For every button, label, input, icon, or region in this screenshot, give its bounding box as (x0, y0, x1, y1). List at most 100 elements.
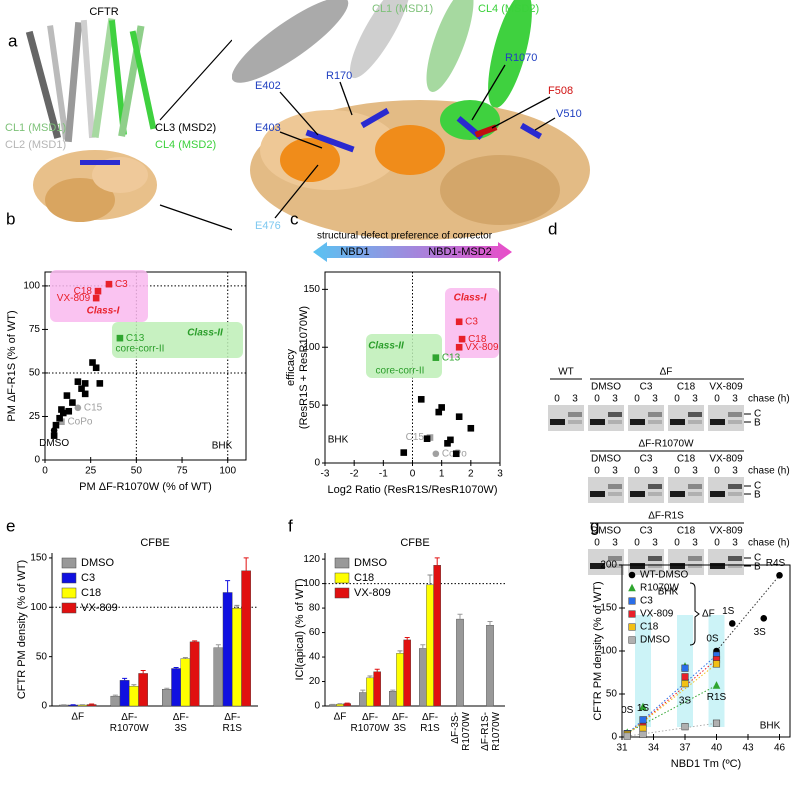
y-tick-label: 50 (309, 400, 321, 411)
legend-label: DMSO (354, 557, 387, 569)
point (81, 390, 89, 398)
trend-line (716, 575, 780, 652)
annotation: Class-II (368, 341, 404, 352)
gel-group: C3 (640, 454, 653, 465)
x-tick-label: 25 (85, 466, 97, 477)
error-bar (131, 684, 137, 687)
panel-label: g (590, 516, 599, 535)
bar (138, 673, 148, 707)
gel-blot (708, 549, 744, 575)
gel-group: DMSO (591, 382, 621, 393)
y-tick-label: 40 (309, 652, 321, 663)
legend-label: C3 (81, 572, 95, 584)
panel-label: b (6, 209, 15, 228)
legend-label: DMSO (640, 635, 670, 646)
x-tick-label: -3 (321, 469, 330, 480)
gel-band (608, 412, 622, 417)
y-tick-label: 100 (303, 578, 320, 589)
direction-arrow (313, 242, 512, 262)
gel-band-label: B (754, 562, 761, 573)
point (400, 449, 408, 456)
y-tick-label: 0 (611, 732, 617, 743)
y-tick-label: 50 (606, 689, 618, 700)
gel-band (710, 491, 725, 497)
legend-label: VX-809 (354, 587, 391, 599)
gel-group: VX-809 (709, 526, 743, 537)
point (455, 343, 463, 351)
error-bar (397, 650, 403, 654)
gel-time: 3 (692, 466, 698, 477)
gel-band (630, 491, 645, 497)
gel-time: 0 (714, 466, 720, 477)
x-tick-label: ΔF-3S (392, 712, 408, 734)
gel-band (670, 419, 685, 425)
error-bar (182, 657, 188, 659)
point (712, 681, 721, 689)
text-line: (ResR1S + ResR1070W) (298, 306, 310, 429)
point (438, 404, 445, 411)
error-bar (360, 689, 366, 693)
gel-time: 0 (594, 394, 600, 405)
legend-label: C18 (81, 587, 101, 599)
point (432, 450, 440, 458)
bar (171, 668, 181, 707)
gel-group: C18 (677, 382, 696, 393)
legend-label: C18 (640, 622, 659, 633)
chart-title: structural defect preference of correcto… (317, 231, 493, 242)
y-tick-label: 100 (303, 342, 320, 353)
gel-time: 3 (732, 538, 738, 549)
gel-band (608, 420, 622, 424)
y-tick-label: 0 (41, 701, 47, 712)
point (444, 440, 451, 447)
point (681, 673, 689, 681)
arrow-label: NBD1-MSD2 (428, 246, 492, 258)
point-label: C13 (126, 333, 145, 344)
zoom-label: V510 (556, 108, 582, 120)
point (417, 396, 425, 403)
gel-title: ΔF-R1S (648, 511, 684, 522)
annotation: Class-I (454, 293, 487, 304)
text-line: 3S (175, 723, 188, 734)
text-line: ΔF- (422, 712, 438, 723)
gel-time: 3 (692, 394, 698, 405)
y-tick-label: 150 (30, 553, 47, 564)
zoom-label: R1070 (505, 52, 537, 64)
gel-time-unit: chase (h) (748, 538, 790, 549)
gel-group: C3 (640, 526, 653, 537)
bar (456, 618, 464, 707)
gel-band (710, 563, 725, 569)
structure-label: CL1 (MSD1) (5, 122, 66, 134)
bar (329, 704, 337, 707)
gel-band (630, 563, 645, 569)
legend-label: C18 (354, 572, 374, 584)
x-tick-label: ΔF (71, 712, 84, 723)
gel-band-label: C (754, 481, 761, 492)
gel-time-unit: chase (h) (748, 466, 790, 477)
error-bar (367, 675, 373, 678)
bar (129, 686, 139, 707)
annotation: core-corr-II (116, 344, 165, 355)
text-line: R1S (223, 723, 243, 734)
arrow-label: NBD1 (340, 246, 369, 258)
point (81, 380, 89, 387)
legend-marker (628, 623, 636, 631)
gel-time: 3 (612, 466, 618, 477)
gel-band (590, 419, 605, 425)
bar (366, 677, 374, 707)
annotation: Class-I (87, 306, 120, 317)
y-tick-label: 80 (309, 603, 321, 614)
x-tick-label: ΔF-R1070W (351, 712, 390, 734)
point (58, 418, 65, 426)
bar (189, 641, 200, 707)
error-bar (225, 580, 231, 593)
point (639, 724, 647, 732)
gel-blot (708, 405, 744, 431)
text-line: ΔF- (173, 712, 189, 723)
legend-swatch (61, 602, 77, 614)
zoom-label: R170 (326, 70, 352, 82)
point (712, 660, 721, 668)
y-tick-label: 150 (600, 603, 617, 614)
structure-arrows (274, 64, 556, 219)
legend-swatch (334, 587, 350, 599)
zoom-label: E476 (255, 220, 281, 232)
